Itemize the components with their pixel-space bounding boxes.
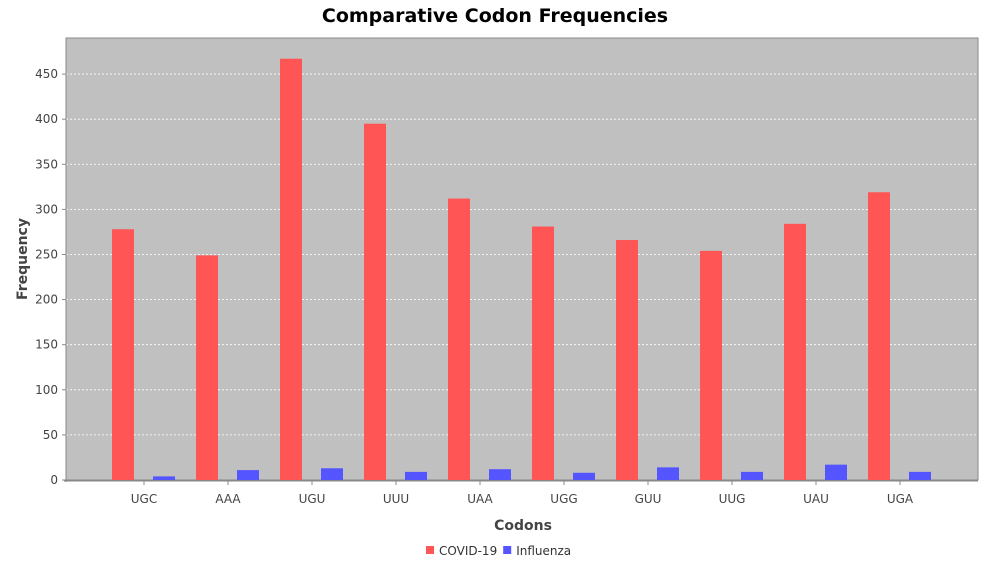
bar-influenza bbox=[657, 467, 679, 480]
bars-group bbox=[112, 58, 931, 481]
bar-influenza bbox=[489, 469, 511, 480]
y-tick-label: 300 bbox=[35, 202, 58, 216]
legend-label: Influenza bbox=[516, 544, 571, 558]
bar-covid-19 bbox=[868, 192, 890, 481]
x-tick-label: UGC bbox=[131, 492, 157, 506]
bar-covid-19 bbox=[364, 123, 386, 480]
x-tick-label: AAA bbox=[215, 492, 241, 506]
bar-influenza bbox=[153, 476, 175, 480]
y-axis-label: Frequency bbox=[15, 218, 31, 300]
y-tick-label: 150 bbox=[35, 338, 58, 352]
bar-covid-19 bbox=[448, 198, 470, 480]
x-tick-label: GUU bbox=[635, 492, 662, 506]
bar-covid-19 bbox=[784, 223, 806, 480]
x-tick-label: UGG bbox=[550, 492, 577, 506]
x-tick-label: UAA bbox=[467, 492, 493, 506]
x-tick-label: UGU bbox=[299, 492, 326, 506]
x-tick-label: UUU bbox=[383, 492, 409, 506]
bar-covid-19 bbox=[700, 250, 722, 480]
y-tick-label: 450 bbox=[35, 67, 58, 81]
bar-covid-19 bbox=[616, 240, 638, 480]
y-tick-labels: 0 50 100 150 200 250 300 350 400 450 bbox=[35, 67, 58, 487]
bar-influenza bbox=[321, 468, 343, 480]
y-tick-label: 250 bbox=[35, 247, 58, 261]
legend-label: COVID-19 bbox=[439, 544, 497, 558]
y-tick-label: 400 bbox=[35, 112, 58, 126]
bar-influenza bbox=[825, 464, 847, 480]
axes-group bbox=[62, 38, 978, 485]
y-tick-label: 200 bbox=[35, 293, 58, 307]
y-tick-label: 100 bbox=[35, 383, 58, 397]
legend-swatch bbox=[426, 546, 434, 554]
bar-covid-19 bbox=[112, 229, 134, 480]
bar-covid-19 bbox=[532, 226, 554, 480]
y-tick-label: 0 bbox=[50, 473, 58, 487]
bar-influenza bbox=[741, 471, 763, 480]
y-tick-label: 50 bbox=[43, 428, 58, 442]
y-tick-label: 350 bbox=[35, 157, 58, 171]
legend: COVID-19 Influenza bbox=[426, 544, 571, 558]
bar-influenza bbox=[909, 471, 931, 480]
bar-covid-19 bbox=[280, 58, 302, 480]
bar-influenza bbox=[573, 472, 595, 480]
x-tick-label: UUG bbox=[719, 492, 746, 506]
bar-covid-19 bbox=[196, 255, 218, 480]
bar-influenza bbox=[237, 470, 259, 480]
legend-swatch bbox=[503, 546, 512, 554]
x-tick-label: UGA bbox=[887, 492, 914, 506]
bar-influenza bbox=[405, 471, 427, 480]
chart-title: Comparative Codon Frequencies bbox=[322, 5, 668, 27]
x-axis-label: Codons bbox=[494, 518, 552, 534]
x-tick-labels: UGC AAA UGU UUU UAA UGG GUU UUG UAU UGA bbox=[131, 492, 914, 506]
x-tick-label: UAU bbox=[803, 492, 829, 506]
